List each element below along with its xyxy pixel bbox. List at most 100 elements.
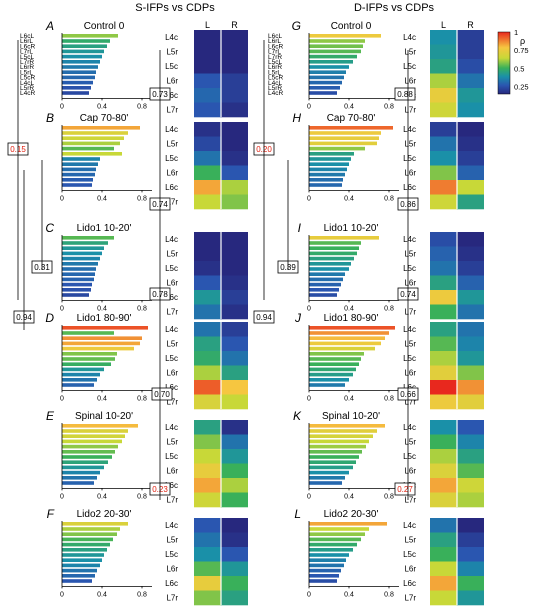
heatmap-cell (430, 576, 457, 591)
bar (309, 65, 349, 69)
heatmap-cell (194, 165, 221, 181)
heatmap-cell (221, 365, 248, 381)
heatmap-row-label: L6c (165, 481, 178, 490)
bar (309, 574, 339, 578)
colorbar-tick-label: 0.75 (514, 46, 529, 55)
link-box (151, 387, 173, 401)
heatmap-cell (221, 44, 248, 60)
heatmap-cell (457, 194, 484, 210)
heatmap-cell (457, 102, 484, 118)
bar (309, 378, 349, 382)
bar-axis-tick-label: 0 (60, 493, 64, 500)
heatmap-cell (430, 365, 457, 381)
heatmap-cell (430, 246, 457, 262)
bar-label: L6rR (20, 64, 34, 71)
bar (62, 131, 128, 135)
bar (309, 131, 381, 135)
heatmap-row-label: L7r (404, 594, 416, 603)
bar (62, 44, 107, 48)
link-box (394, 482, 416, 496)
heatmap-cell (194, 136, 221, 152)
heatmap-cell (194, 518, 221, 533)
heatmap-cell (457, 136, 484, 152)
bar-axis-tick-label: 0 (307, 103, 311, 110)
bar (62, 439, 122, 444)
bar (62, 172, 95, 177)
bar (62, 542, 110, 547)
left-column-title: S-IFPs vs CDPs (135, 2, 215, 14)
bar (62, 429, 128, 433)
bar (309, 352, 364, 356)
heatmap-cell (430, 73, 457, 89)
bar (62, 527, 120, 531)
heatmap-cell (430, 434, 457, 450)
bar-label: L4cL (268, 80, 282, 87)
bar (62, 126, 140, 130)
panel-letter: E (46, 409, 55, 423)
bar (62, 86, 91, 90)
bar-label: L7rR (268, 54, 282, 61)
heatmap-row-label: L4c (403, 33, 416, 42)
heatmap-row-label: L6r (404, 467, 416, 476)
link-box (394, 87, 416, 101)
heatmap-cell (457, 449, 484, 464)
bar (62, 532, 117, 536)
bar (62, 574, 95, 578)
heatmap-cell (430, 394, 457, 410)
bar (309, 326, 395, 330)
heatmap-row-label: L6r (404, 169, 416, 178)
bar (309, 548, 353, 552)
bar (309, 152, 354, 156)
heatmap-row-label: L5r (166, 140, 178, 149)
bar-label: L6rR (268, 64, 282, 71)
bar (62, 537, 113, 542)
heatmap-row-label: L5r (166, 48, 178, 57)
bar-label: L5rR (20, 85, 34, 92)
heatmap-cell (430, 478, 457, 493)
bar-axis-tick-label: 0.8 (137, 305, 147, 312)
heatmap-cell (221, 336, 248, 352)
bar (62, 434, 125, 438)
bar-axis-tick-label: 0 (307, 305, 311, 312)
bar (62, 341, 140, 346)
bar (309, 527, 369, 531)
bar (309, 542, 357, 547)
heatmap-cell (221, 261, 248, 276)
heatmap-cell (221, 322, 248, 337)
bar (309, 444, 366, 449)
bar-label: L6cL (20, 33, 34, 40)
heatmap-cell (221, 518, 248, 533)
heatmap-row-label: L6c (165, 579, 178, 588)
link-value: 0.88 (394, 87, 416, 101)
bar-axis-tick-label: 0.4 (97, 395, 107, 402)
colorbar-gradient (497, 31, 511, 95)
heatmap-cell (221, 246, 248, 262)
heatmap-cell (194, 351, 221, 366)
bar (62, 346, 134, 351)
bar (62, 178, 93, 182)
heatmap-cell (430, 492, 457, 508)
heatmap-row-label: L6r (404, 279, 416, 288)
heatmap-cell (221, 532, 248, 548)
heatmap-cell (430, 261, 457, 276)
heatmap-cell (221, 59, 248, 74)
link-label: 0.27 (397, 485, 413, 494)
heatmap-row-label: L5c (403, 264, 416, 273)
bar-label: L5rL (20, 69, 33, 76)
bar (62, 162, 98, 166)
heatmap-row-label: L6c (165, 91, 178, 100)
bar (309, 86, 340, 90)
heatmap-cell (194, 576, 221, 591)
panel-title: Lido1 80-90' (324, 313, 379, 324)
link-label: 0.88 (397, 90, 413, 99)
heatmap-cell (194, 380, 221, 395)
heatmap-row-label: L7r (166, 496, 178, 505)
heatmap-row-label: L5r (166, 250, 178, 259)
heatmap-cell (430, 590, 457, 606)
bar (309, 553, 349, 557)
heatmap-row-label: L5r (404, 250, 416, 259)
heatmap-row-label: L4c (403, 235, 416, 244)
